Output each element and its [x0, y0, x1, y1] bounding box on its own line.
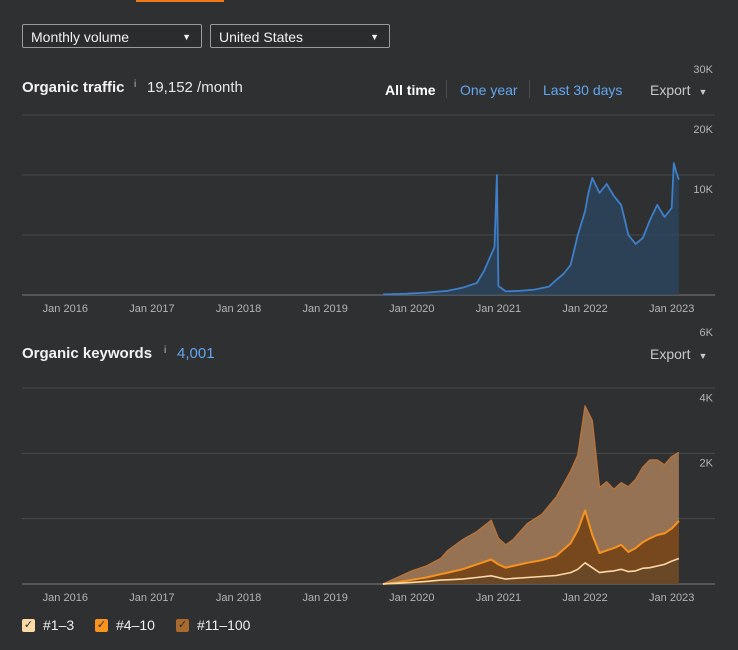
x-tick-label: Jan 2016 [43, 303, 88, 315]
keywords-export-label: Export [650, 346, 691, 362]
range-all-time[interactable]: All time [385, 82, 436, 98]
range-divider [446, 80, 447, 98]
y-tick-label: 2K [700, 458, 714, 470]
x-tick-label: Jan 2023 [649, 592, 694, 604]
organic-keywords-chart[interactable]: 2K 4K 6K Jan 2016 Jan 2017 Jan 2018 Jan 2019 Ja… [0, 0, 738, 620]
y-tick-label: 20K [693, 124, 713, 136]
keywords-info-icon[interactable]: i [164, 345, 167, 356]
country-select[interactable]: United States ▼ [210, 24, 390, 48]
x-tick-label: Jan 2023 [649, 303, 694, 315]
y-tick-label: 10K [693, 184, 713, 196]
x-tick-label: Jan 2019 [303, 592, 348, 604]
x-tick-label: Jan 2018 [216, 592, 261, 604]
chevron-down-icon: ▼ [698, 351, 708, 361]
legend-label: #11–100 [197, 617, 251, 633]
country-select-value: United States [219, 29, 304, 45]
keywords-area-1-3-line [382, 557, 680, 585]
volume-select[interactable]: Monthly volume ▼ [22, 24, 202, 48]
y-tick-label: 4K [700, 392, 714, 404]
x-tick-label: Jan 2021 [476, 303, 521, 315]
chevron-down-icon: ▼ [698, 87, 708, 97]
x-tick-label: Jan 2022 [562, 592, 607, 604]
legend-item-top100[interactable]: ✓ #11–100 [176, 616, 250, 634]
x-tick-label: Jan 2021 [476, 592, 521, 604]
x-tick-label: Jan 2017 [129, 592, 174, 604]
chevron-down-icon: ▼ [182, 32, 191, 42]
traffic-value: 19,152 /month [147, 79, 243, 96]
active-tab-indicator [136, 0, 224, 2]
legend-label: #4–10 [116, 617, 155, 633]
x-tick-label: Jan 2020 [389, 592, 434, 604]
checkbox-icon: ✓ [176, 618, 189, 632]
y-tick-label: 6K [700, 327, 714, 339]
keywords-area-11-100-line [382, 405, 680, 585]
keywords-value: 4,001 [177, 345, 215, 362]
x-tick-label: Jan 2018 [216, 303, 261, 315]
keywords-area-4-10-line [382, 509, 680, 585]
traffic-export-label: Export [650, 82, 691, 98]
range-last-30-days[interactable]: Last 30 days [543, 82, 623, 98]
y-tick-label: 30K [693, 64, 713, 76]
x-tick-label: Jan 2017 [129, 303, 174, 315]
traffic-line [382, 162, 680, 296]
keywords-export-button[interactable]: Export ▼ [650, 346, 707, 362]
checkbox-icon: ✓ [95, 618, 108, 632]
keywords-area-1-3 [382, 558, 679, 584]
traffic-export-button[interactable]: Export ▼ [650, 82, 707, 98]
x-tick-label: Jan 2022 [562, 303, 607, 315]
range-divider [529, 80, 530, 98]
x-tick-label: Jan 2016 [43, 592, 88, 604]
keywords-area-11-100 [382, 406, 679, 584]
keywords-title: Organic keywords [22, 345, 153, 362]
chevron-down-icon: ▼ [370, 32, 379, 42]
traffic-area [382, 163, 679, 295]
volume-select-value: Monthly volume [31, 29, 130, 45]
x-tick-label: Jan 2019 [303, 303, 348, 315]
legend-item-top10[interactable]: ✓ #4–10 [95, 616, 155, 634]
traffic-info-icon[interactable]: i [134, 79, 137, 90]
organic-traffic-chart[interactable]: 10K 20K 30K Jan 2016 Jan 2017 Jan 2018 Jan 201… [0, 0, 738, 330]
traffic-title: Organic traffic [22, 79, 125, 96]
keywords-area-4-10 [382, 510, 679, 584]
legend-label: #1–3 [43, 617, 75, 633]
legend-item-top3[interactable]: ✓ #1–3 [22, 616, 74, 634]
checkbox-icon: ✓ [22, 618, 35, 632]
x-tick-label: Jan 2020 [389, 303, 434, 315]
range-one-year[interactable]: One year [460, 82, 518, 98]
